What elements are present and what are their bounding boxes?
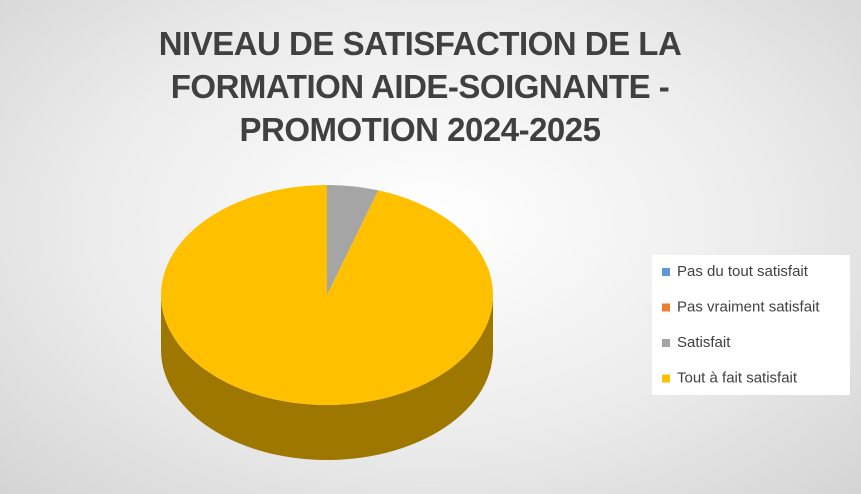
pie-slice xyxy=(160,185,493,406)
pie-slice xyxy=(327,185,379,295)
legend-swatch xyxy=(662,339,670,347)
legend-label: Tout à fait satisfait xyxy=(677,369,798,386)
chart-title: NIVEAU DE SATISFACTION DE LA FORMATION A… xyxy=(158,25,682,148)
legend-label: Pas du tout satisfait xyxy=(677,263,809,280)
legend-label: Pas vraiment satisfait xyxy=(677,298,820,315)
legend-swatch xyxy=(662,268,670,276)
legend-swatch xyxy=(662,374,670,383)
legend-label: Satisfait xyxy=(677,334,731,351)
pie-side xyxy=(161,295,493,460)
legend-swatch xyxy=(662,303,670,312)
legend-box xyxy=(652,255,850,395)
